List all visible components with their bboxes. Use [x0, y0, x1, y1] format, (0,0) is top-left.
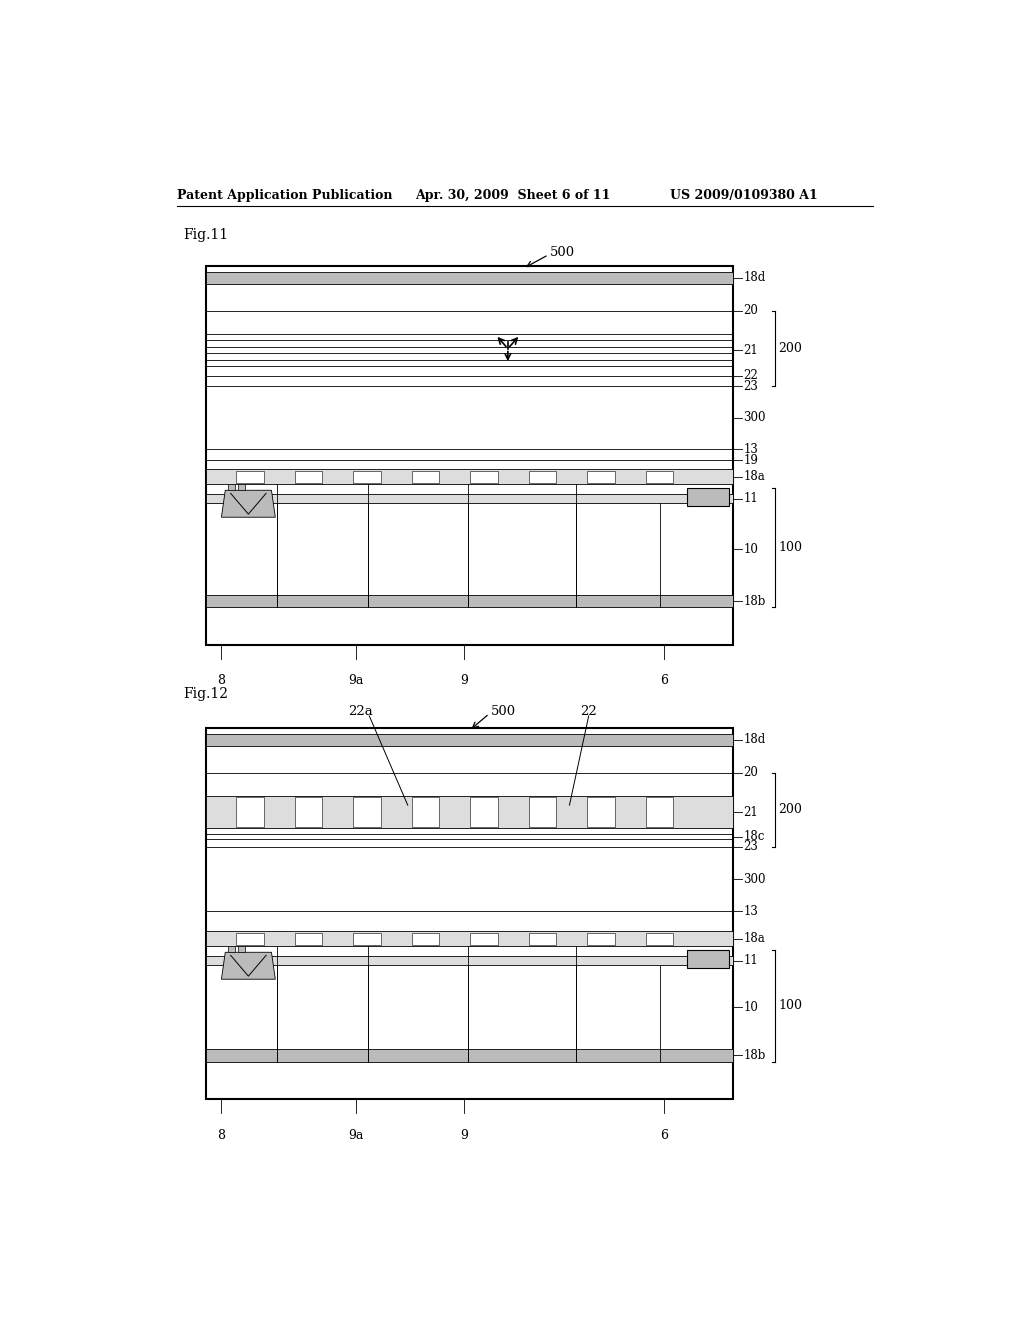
Text: 200: 200 — [778, 804, 802, 816]
Bar — [239, 484, 246, 490]
Text: 21: 21 — [743, 805, 758, 818]
Text: 11: 11 — [743, 954, 758, 968]
Bar — [528, 797, 556, 828]
Bar — [686, 488, 729, 507]
Polygon shape — [221, 952, 275, 979]
Text: 22: 22 — [743, 370, 758, 381]
Bar — [206, 956, 733, 965]
Text: 18d: 18d — [743, 271, 766, 284]
Text: 10: 10 — [743, 1001, 759, 1014]
Text: 13: 13 — [743, 444, 759, 455]
Bar — [686, 950, 729, 969]
Bar — [239, 946, 246, 952]
Bar — [206, 796, 733, 829]
Bar — [587, 933, 614, 945]
Text: 21: 21 — [743, 343, 758, 356]
Text: 18b: 18b — [743, 1049, 766, 1063]
Bar — [528, 933, 556, 945]
Bar — [227, 946, 234, 952]
Bar — [206, 272, 733, 284]
Text: 18c: 18c — [743, 830, 765, 843]
Text: 22: 22 — [581, 705, 597, 718]
Bar — [206, 494, 733, 503]
Bar — [353, 471, 381, 483]
Bar — [412, 933, 439, 945]
Bar — [646, 797, 674, 828]
Bar — [295, 471, 323, 483]
Bar — [528, 471, 556, 483]
Bar — [206, 1049, 733, 1061]
Bar — [646, 471, 674, 483]
Text: 100: 100 — [778, 541, 802, 554]
Bar — [206, 470, 733, 484]
Bar — [206, 595, 733, 607]
Text: Fig.11: Fig.11 — [183, 228, 228, 243]
Text: 18b: 18b — [743, 594, 766, 607]
Bar — [470, 797, 498, 828]
Text: 18a: 18a — [743, 932, 765, 945]
Bar — [237, 471, 264, 483]
Bar — [470, 471, 498, 483]
Text: 200: 200 — [778, 342, 802, 355]
Text: 22a: 22a — [347, 705, 373, 718]
Text: 20: 20 — [743, 305, 759, 317]
Text: 8: 8 — [217, 1129, 225, 1142]
Bar — [587, 797, 614, 828]
Bar — [587, 471, 614, 483]
Text: 9: 9 — [460, 675, 468, 688]
Text: Apr. 30, 2009  Sheet 6 of 11: Apr. 30, 2009 Sheet 6 of 11 — [416, 189, 611, 202]
Bar — [353, 933, 381, 945]
Text: 6: 6 — [660, 1129, 669, 1142]
Bar — [237, 933, 264, 945]
Text: 20: 20 — [743, 767, 759, 779]
Text: 10: 10 — [743, 543, 759, 556]
Bar — [206, 267, 733, 645]
Bar — [206, 729, 733, 1100]
Text: 9: 9 — [460, 1129, 468, 1142]
Text: 9a: 9a — [348, 1129, 364, 1142]
Text: 13: 13 — [743, 906, 759, 917]
Bar — [412, 471, 439, 483]
Polygon shape — [221, 490, 275, 517]
Text: US 2009/0109380 A1: US 2009/0109380 A1 — [670, 189, 817, 202]
Bar — [227, 484, 234, 490]
Text: Patent Application Publication: Patent Application Publication — [177, 189, 392, 202]
Text: 300: 300 — [743, 412, 766, 425]
Bar — [206, 932, 733, 946]
Text: 300: 300 — [743, 873, 766, 886]
Text: 19: 19 — [743, 454, 759, 467]
Text: 23: 23 — [743, 380, 759, 393]
Text: 6: 6 — [660, 675, 669, 688]
Text: 9a: 9a — [348, 675, 364, 688]
Text: 23: 23 — [743, 841, 759, 853]
Text: 18d: 18d — [743, 733, 766, 746]
Text: 18a: 18a — [743, 470, 765, 483]
Text: 500: 500 — [550, 246, 575, 259]
Text: 500: 500 — [490, 705, 516, 718]
Text: Fig.12: Fig.12 — [183, 686, 228, 701]
Bar — [206, 734, 733, 746]
Bar — [353, 797, 381, 828]
Bar — [295, 933, 323, 945]
Text: 100: 100 — [778, 999, 802, 1012]
Bar — [646, 933, 674, 945]
Text: 11: 11 — [743, 492, 758, 506]
Text: 8: 8 — [217, 675, 225, 688]
Bar — [470, 933, 498, 945]
Bar — [295, 797, 323, 828]
Bar — [412, 797, 439, 828]
Bar — [237, 797, 264, 828]
